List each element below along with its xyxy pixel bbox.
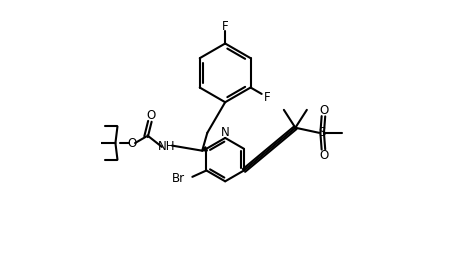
Text: O: O	[147, 109, 156, 122]
Polygon shape	[202, 147, 207, 151]
Text: S: S	[318, 126, 326, 139]
Text: O: O	[319, 104, 328, 117]
Text: N: N	[221, 126, 229, 139]
Text: Br: Br	[172, 172, 185, 185]
Text: NH: NH	[158, 140, 175, 153]
Text: O: O	[319, 149, 328, 162]
Text: O: O	[127, 136, 136, 150]
Text: F: F	[264, 91, 271, 104]
Text: F: F	[222, 20, 229, 33]
